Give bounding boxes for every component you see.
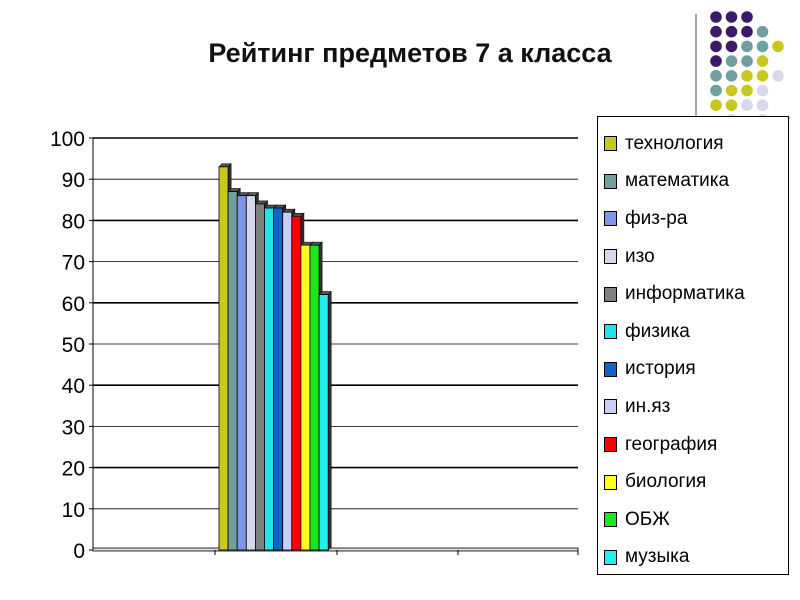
decor-dot — [741, 70, 753, 82]
decor-dot — [741, 25, 753, 38]
bar — [236, 195, 247, 551]
legend-swatch — [604, 474, 617, 490]
y-tick-label: 100 — [50, 128, 85, 151]
bar-музыка — [318, 290, 332, 551]
legend-label: география — [625, 433, 718, 455]
y-tick-label: 10 — [62, 499, 85, 522]
legend-label: изо — [625, 245, 655, 267]
decor-dot — [725, 99, 738, 111]
legend-item: ин.яз — [598, 388, 788, 426]
decor-dot — [772, 70, 784, 82]
legend-item: технология — [598, 125, 788, 163]
legend-swatch — [604, 136, 617, 152]
decor-dot — [756, 40, 769, 53]
decor-dot — [710, 70, 722, 82]
legend-item: география — [598, 426, 788, 464]
y-tick-label: 70 — [62, 252, 85, 275]
legend-item: информатика — [598, 275, 788, 313]
decor-dot — [741, 99, 753, 111]
legend-item: физика — [598, 313, 788, 351]
legend-item: изо — [598, 238, 788, 276]
y-tick-label: 90 — [62, 169, 85, 192]
decor-dot — [741, 55, 753, 67]
legend-label: ин.яз — [625, 395, 671, 417]
y-tick-label: 20 — [62, 458, 85, 481]
bar — [264, 207, 275, 551]
legend-swatch — [604, 286, 617, 302]
legend-swatch — [604, 173, 617, 189]
legend-label: математика — [625, 170, 730, 192]
bar — [318, 294, 329, 551]
decor-dot — [756, 84, 769, 97]
decor-dot — [710, 84, 722, 97]
y-tick-label: 80 — [62, 210, 85, 233]
legend-swatch — [604, 211, 617, 227]
legend-swatch — [604, 399, 617, 415]
decor-dot — [741, 11, 753, 23]
y-tick-label: 60 — [62, 293, 85, 316]
legend-swatch — [604, 249, 617, 265]
legend-label: физ-ра — [625, 207, 688, 229]
decor-dot — [756, 55, 769, 67]
decor-dot — [725, 11, 738, 23]
legend-label: музыка — [625, 546, 690, 568]
decor-dot — [756, 99, 769, 111]
legend-swatch — [604, 361, 617, 377]
y-tick-label: 50 — [62, 334, 85, 357]
legend-label: физика — [625, 320, 690, 342]
legend-item: физ-ра — [598, 200, 788, 238]
legend-label: ОБЖ — [625, 508, 670, 530]
x-axis-floor — [92, 547, 579, 552]
y-tick-label: 0 — [73, 540, 85, 563]
legend-item: математика — [598, 163, 788, 201]
decor-dot — [710, 25, 722, 38]
bar — [291, 215, 302, 551]
decor-dot — [710, 55, 722, 67]
decor-dot — [756, 25, 769, 38]
legend-item: биология — [598, 463, 788, 501]
decor-dot — [725, 25, 738, 38]
legend-label: история — [625, 358, 696, 380]
y-tick-label: 40 — [62, 375, 85, 398]
y-tick-label: 30 — [62, 416, 85, 439]
decor-dot — [725, 70, 738, 82]
decor-dot — [710, 11, 722, 23]
legend-label: биология — [625, 471, 707, 493]
bar-side — [327, 290, 332, 551]
chart-title: Рейтинг предметов 7 а класса — [208, 38, 612, 68]
legend-swatch — [604, 512, 617, 528]
bar — [218, 166, 229, 551]
decor-dot — [741, 40, 753, 53]
decor-dot — [741, 84, 753, 97]
bar — [300, 244, 311, 551]
bar — [227, 191, 238, 551]
decor-dot — [710, 40, 722, 53]
legend-label: технология — [625, 132, 724, 154]
legend-swatch — [604, 324, 617, 340]
decor-dot — [725, 55, 738, 67]
decor-dot — [772, 40, 784, 53]
decor-dot — [756, 70, 769, 82]
legend: технология математика физ-ра изо информатика… — [597, 116, 789, 575]
decor-dot — [725, 84, 738, 97]
legend-item: музыка — [598, 539, 788, 577]
legend-item: история — [598, 351, 788, 389]
legend-swatch — [604, 437, 617, 453]
legend-label: информатика — [625, 283, 745, 305]
legend-item: ОБЖ — [598, 501, 788, 539]
decor-dot — [710, 99, 722, 111]
decor-dot — [725, 40, 738, 53]
bar — [282, 211, 293, 551]
bar — [309, 244, 320, 551]
bar — [273, 207, 284, 551]
legend-swatch — [604, 549, 617, 565]
bar — [254, 203, 265, 551]
bar — [245, 195, 256, 551]
